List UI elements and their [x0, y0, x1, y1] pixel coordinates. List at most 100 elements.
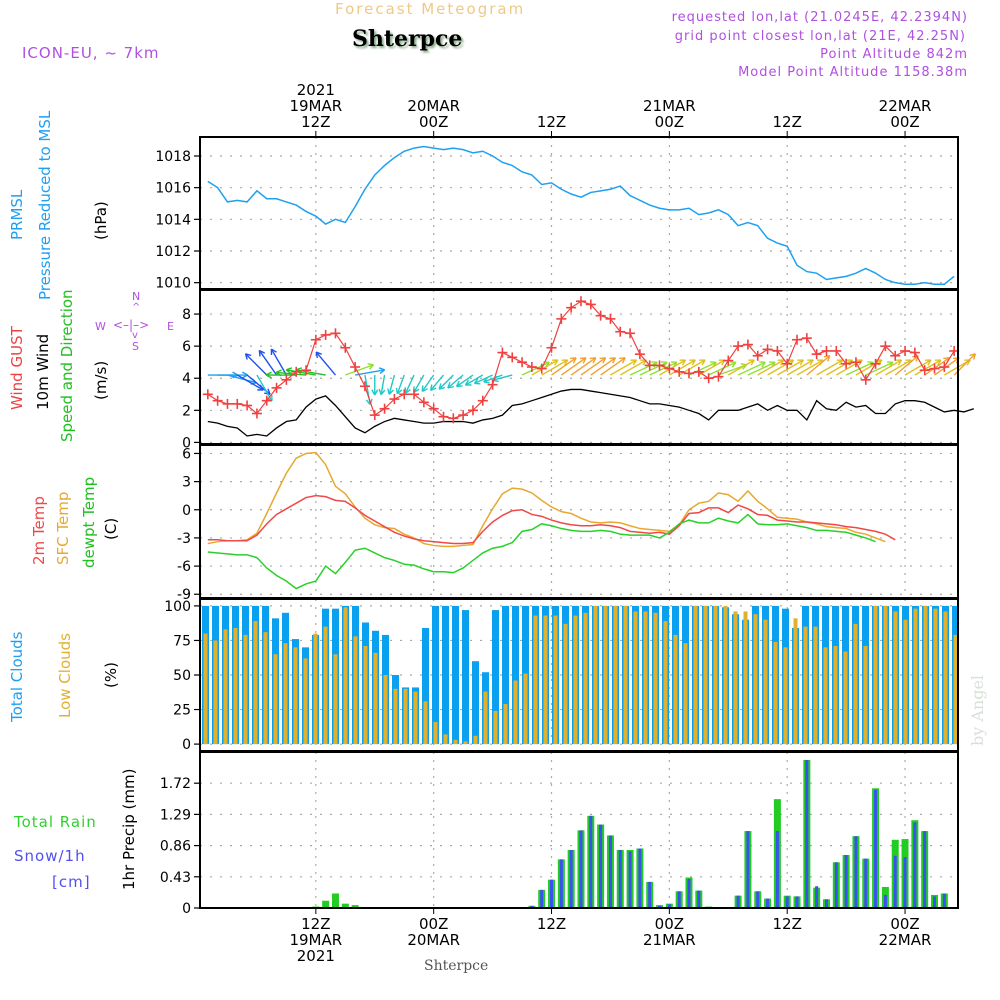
- wind-arrow-head: [780, 359, 785, 366]
- wind-arrow: [404, 374, 415, 394]
- top-time-label: 12Z: [301, 113, 330, 131]
- wind-arrow-head: [823, 355, 830, 358]
- wind-arrow-shaft: [388, 374, 396, 395]
- wind-arrow-head: [380, 389, 386, 396]
- low-cloud-bar: [303, 658, 308, 745]
- wind-arrow-shaft: [629, 361, 658, 376]
- low-cloud-bar: [543, 615, 548, 745]
- gust-marker: [713, 371, 724, 382]
- rain-bar: [331, 893, 339, 908]
- snow-bar: [746, 831, 750, 908]
- y-tick-label: 0: [182, 503, 191, 519]
- compass-e: E: [167, 320, 174, 333]
- gust-marker: [517, 357, 528, 368]
- gust-marker: [448, 413, 459, 424]
- wind-arrow: [551, 357, 577, 376]
- wind-arrow-head: [387, 388, 390, 395]
- gust-marker: [684, 368, 694, 379]
- gust-marker: [762, 344, 773, 355]
- wind-arrow-head: [438, 386, 446, 390]
- bottom-time-label: 21MAR: [643, 931, 696, 949]
- wind-arrow-head: [731, 361, 737, 368]
- gust-marker: [575, 296, 586, 307]
- low-cloud-bar: [413, 691, 418, 745]
- low-cloud-bar: [353, 636, 358, 745]
- wind-arrow-shaft: [380, 374, 386, 395]
- snow-bar: [913, 822, 917, 908]
- bottom-time-label: 12Z: [537, 915, 566, 933]
- wind-arrow-shaft: [777, 359, 804, 376]
- gust-marker: [359, 381, 370, 392]
- gust-marker: [536, 363, 547, 374]
- low-cloud-bar: [653, 612, 658, 745]
- snow-bar: [687, 878, 691, 908]
- gust-marker: [526, 362, 537, 372]
- wind-arrow-head: [554, 359, 559, 366]
- gust-marker: [782, 358, 793, 369]
- snow-bar: [550, 879, 554, 908]
- low-cloud-bar: [473, 735, 478, 745]
- wind-arrow-head: [943, 357, 950, 360]
- wind-arrow-head: [244, 353, 248, 360]
- wind-arrow-head: [371, 389, 376, 396]
- wind-arrow-shaft: [914, 359, 942, 376]
- wind-arrow-head: [473, 378, 479, 384]
- compass-cross-icon: <–|–>: [113, 318, 150, 332]
- rain-bar: [322, 900, 330, 908]
- y-tick-label: 25: [173, 703, 191, 719]
- gust-marker: [379, 403, 390, 414]
- wind-arrow-head: [374, 389, 379, 396]
- wind-arrow-head: [483, 376, 489, 383]
- gust-marker: [703, 373, 714, 384]
- wind-arrow-head: [367, 363, 374, 366]
- gust-marker: [556, 313, 567, 324]
- top-time-label: 2021: [297, 81, 335, 99]
- low-cloud-bar: [573, 615, 578, 745]
- wind-arrow-shaft: [649, 361, 678, 376]
- wind-arrow: [708, 361, 737, 376]
- wind-arrow: [447, 374, 464, 389]
- snow-bar: [530, 905, 534, 908]
- wind-arrow-head: [396, 389, 403, 395]
- wind-arrow-head: [285, 369, 292, 375]
- gust-marker: [340, 342, 351, 353]
- low-cloud-bar: [463, 741, 468, 745]
- wind-arrow-head: [378, 367, 385, 371]
- wind-arrow-shaft: [456, 374, 474, 388]
- low-cloud-bar: [953, 634, 958, 745]
- low-cloud-bar: [263, 632, 268, 745]
- total-cloud-bar: [422, 628, 429, 745]
- low-cloud-bar: [533, 615, 538, 745]
- y-tick-label: -3: [177, 531, 191, 547]
- low-cloud-bar: [293, 647, 298, 745]
- gust-marker: [477, 395, 488, 406]
- low-cloud-bar: [593, 605, 598, 745]
- gust-marker: [801, 333, 812, 344]
- wind-arrow-shaft: [619, 359, 647, 376]
- snow-bar: [667, 904, 671, 908]
- low-cloud-bar: [363, 645, 368, 745]
- low-cloud-bar: [913, 608, 918, 745]
- low-cloud-bar: [623, 605, 628, 745]
- wind-arrow: [531, 359, 559, 376]
- gust-marker: [566, 302, 577, 313]
- snow-bar: [815, 886, 819, 908]
- snow-unit-label: [cm]: [52, 873, 91, 891]
- low-cloud-bar: [703, 605, 708, 745]
- low-cloud-bar: [393, 688, 398, 745]
- snow-bar: [864, 858, 868, 908]
- low-cloud-bar: [403, 688, 408, 745]
- snow-bar: [883, 894, 887, 908]
- wind-arrow-head: [589, 357, 596, 360]
- gust-marker: [409, 389, 420, 400]
- gust-marker: [772, 345, 783, 356]
- top-time-label: 00Z: [419, 113, 448, 131]
- wind-arrow-shaft: [430, 374, 445, 391]
- y-tick-label: 6: [182, 339, 191, 355]
- snow-bar: [795, 896, 799, 908]
- wind-arrow-shaft: [245, 353, 268, 376]
- wind-arrow: [904, 359, 932, 376]
- gust-marker: [890, 350, 901, 361]
- wind-arrow: [315, 351, 337, 376]
